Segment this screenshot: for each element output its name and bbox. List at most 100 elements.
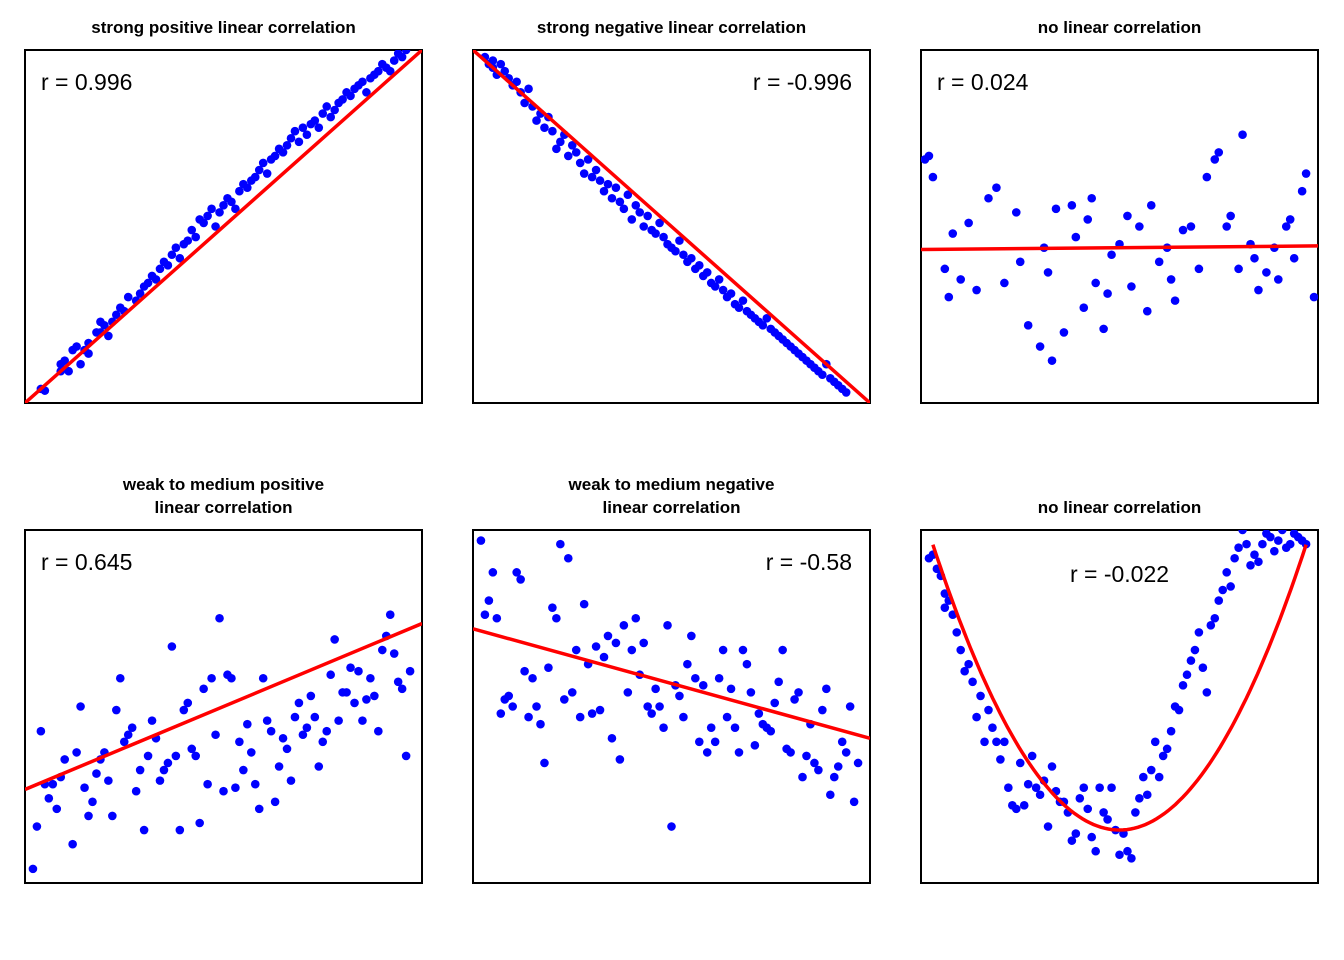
data-point — [1071, 232, 1081, 242]
data-point — [155, 264, 165, 274]
data-point — [389, 56, 399, 65]
data-point — [643, 211, 652, 221]
data-point — [794, 688, 803, 697]
data-point — [790, 695, 799, 704]
data-point — [1075, 793, 1085, 803]
data-point — [374, 726, 383, 736]
data-point — [1135, 793, 1144, 803]
data-point — [1131, 808, 1140, 817]
data-point — [155, 776, 165, 785]
data-point — [1170, 296, 1180, 305]
data-point — [179, 705, 189, 715]
data-point — [1182, 670, 1192, 680]
data-point — [679, 712, 688, 722]
data-point — [563, 151, 573, 161]
data-point — [976, 691, 985, 701]
data-point — [159, 765, 169, 775]
fit-line — [931, 544, 1308, 832]
data-point — [191, 751, 201, 761]
data-point — [1277, 530, 1287, 535]
data-point — [718, 285, 728, 295]
data-point — [742, 659, 752, 669]
data-point — [822, 684, 831, 694]
data-point — [1135, 222, 1144, 231]
data-point — [810, 758, 819, 768]
data-point — [64, 366, 73, 376]
data-point — [215, 613, 224, 623]
data-point — [599, 652, 609, 662]
data-point — [1254, 285, 1263, 295]
data-point — [567, 688, 577, 697]
data-point — [171, 243, 181, 252]
data-point — [306, 691, 316, 701]
data-point — [599, 186, 609, 196]
data-point — [254, 804, 264, 814]
data-point — [1210, 613, 1220, 623]
data-point — [1107, 250, 1116, 260]
data-point — [571, 148, 581, 157]
data-point — [651, 229, 660, 238]
data-point — [1087, 193, 1097, 203]
data-point — [187, 225, 197, 235]
data-point — [405, 666, 415, 676]
data-point — [215, 208, 224, 217]
data-point — [1051, 204, 1061, 214]
data-point — [619, 204, 629, 214]
data-point — [730, 723, 740, 732]
data-point — [996, 755, 1005, 764]
data-point — [76, 702, 85, 711]
scatter-panel-6: no linear correlation r = -0.022 — [920, 498, 1319, 884]
data-point — [956, 275, 965, 284]
data-point — [738, 645, 748, 655]
data-point — [726, 289, 736, 298]
data-point — [250, 172, 260, 182]
data-point — [655, 218, 664, 228]
data-point — [250, 779, 260, 789]
data-point — [1123, 211, 1132, 221]
data-point — [326, 670, 335, 680]
data-point — [1202, 688, 1212, 697]
data-point — [211, 730, 220, 740]
data-point — [746, 688, 756, 697]
data-point — [818, 370, 827, 380]
data-point — [774, 677, 783, 687]
data-point — [1047, 762, 1057, 771]
data-point — [290, 126, 300, 136]
data-point — [1107, 783, 1116, 792]
data-point — [354, 666, 363, 676]
data-point — [1031, 783, 1041, 792]
data-point — [1194, 628, 1204, 637]
data-point — [714, 673, 724, 683]
data-point — [702, 748, 712, 757]
data-point — [1023, 779, 1033, 789]
data-point — [1146, 201, 1156, 210]
data-point — [171, 751, 181, 761]
fit-line — [473, 627, 870, 740]
data-point — [274, 762, 284, 771]
data-point — [72, 748, 81, 757]
data-point — [1242, 539, 1251, 549]
data-point — [318, 109, 328, 118]
data-point — [262, 169, 272, 178]
data-point — [675, 236, 684, 245]
data-point — [68, 839, 77, 849]
data-point — [1206, 621, 1216, 630]
data-point — [100, 321, 109, 330]
data-point — [235, 737, 244, 747]
data-point — [1222, 568, 1231, 577]
data-point — [683, 659, 692, 669]
data-point — [1274, 275, 1283, 284]
data-point — [1019, 801, 1029, 810]
data-point — [203, 779, 212, 789]
data-point — [488, 568, 498, 577]
data-point — [1158, 751, 1168, 761]
data-point — [1270, 546, 1279, 556]
data-point — [940, 264, 950, 274]
data-point — [1186, 656, 1196, 665]
data-point — [401, 50, 411, 55]
data-point — [76, 359, 85, 369]
panel-title: linear correlation — [155, 498, 293, 517]
plot-frame — [24, 529, 423, 884]
panel-title: weak to medium positive — [122, 475, 324, 494]
panel-title: linear correlation — [603, 498, 741, 517]
